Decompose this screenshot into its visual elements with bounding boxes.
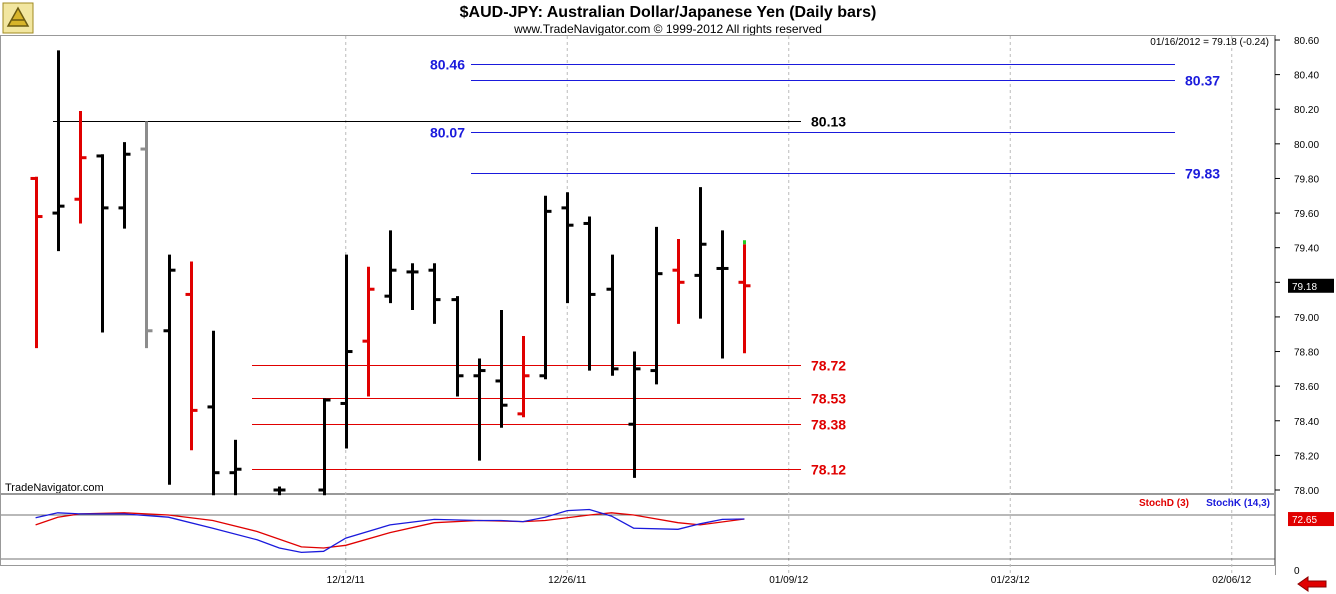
stochastic-line xyxy=(35,512,745,549)
y-tick-label: 78.20 xyxy=(1294,451,1319,462)
y-tick-label: 80.60 xyxy=(1294,36,1319,47)
level-label: 78.38 xyxy=(811,417,846,433)
watermark: TradeNavigator.com xyxy=(5,482,104,494)
stochastic-line xyxy=(35,508,745,554)
y-tick-label: 78.80 xyxy=(1294,348,1319,359)
y-tick-label: 79.00 xyxy=(1294,313,1319,324)
x-tick-label: 12/12/11 xyxy=(327,575,366,586)
y-tick-label: 80.20 xyxy=(1294,105,1319,116)
last-price-label: 79.18 xyxy=(1292,282,1317,293)
level-label: 78.53 xyxy=(811,391,846,407)
level-label: 80.46 xyxy=(430,57,465,73)
y-tick-label: 79.60 xyxy=(1294,209,1319,220)
level-label: 80.07 xyxy=(430,125,465,141)
y-tick-label: 80.40 xyxy=(1294,71,1319,82)
red-left-arrow-icon[interactable] xyxy=(1297,576,1327,592)
y-tick-label: 78.00 xyxy=(1294,486,1319,497)
stoch-zero-label: 0 xyxy=(1294,566,1300,577)
y-tick-label: 79.40 xyxy=(1294,244,1319,255)
x-tick-label: 02/06/12 xyxy=(1212,575,1251,586)
level-label: 80.37 xyxy=(1185,73,1220,89)
stoch-k-legend: StochK (14,3) xyxy=(1206,498,1270,509)
last-price-marker xyxy=(1288,278,1334,293)
stochastic-pane xyxy=(0,494,1275,566)
y-tick-label: 80.00 xyxy=(1294,140,1319,151)
chart-title: $AUD-JPY: Australian Dollar/Japanese Yen… xyxy=(460,4,877,21)
stoch-d-legend: StochD (3) xyxy=(1139,498,1189,509)
level-label: 78.12 xyxy=(811,462,846,478)
x-tick-label: 12/26/11 xyxy=(548,575,587,586)
level-label: 80.13 xyxy=(811,114,846,130)
copyright-text: www.TradeNavigator.com © 1999-2012 All r… xyxy=(513,22,822,36)
y-tick-label: 78.40 xyxy=(1294,417,1319,428)
y-tick-label: 78.60 xyxy=(1294,382,1319,393)
stoch-last-label: 72.65 xyxy=(1292,515,1317,526)
level-label: 78.72 xyxy=(811,358,846,374)
y-tick-label: 79.80 xyxy=(1294,174,1319,185)
x-tick-label: 01/09/12 xyxy=(769,575,808,586)
price-pane xyxy=(0,35,1275,494)
level-label: 79.83 xyxy=(1185,166,1220,182)
x-tick-label: 01/23/12 xyxy=(991,575,1030,586)
last-quote-text: 01/16/2012 = 79.18 (-0.24) xyxy=(1150,37,1269,48)
logo-icon[interactable] xyxy=(2,2,34,34)
stoch-last-marker xyxy=(1288,512,1334,527)
